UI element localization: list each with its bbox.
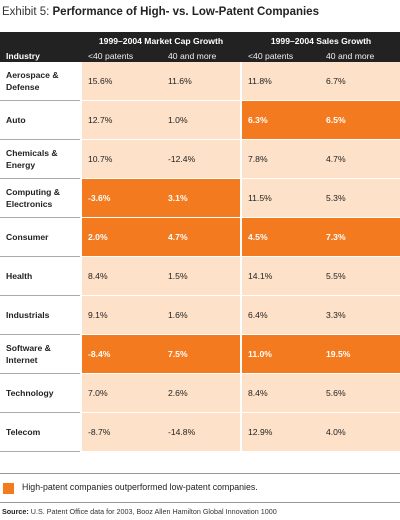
value-cell: -14.8%	[162, 412, 241, 452]
header-industry: Industry	[0, 49, 80, 62]
industry-cell: Health	[0, 256, 80, 296]
value-cell: 1.6%	[162, 295, 241, 335]
value-cell: 6.4%	[242, 295, 321, 335]
table-row: Auto 12.7% 1.0% 6.3% 6.5%	[0, 100, 400, 140]
value-cell: 7.8%	[242, 139, 321, 179]
value-cell: 11.0%	[242, 334, 321, 374]
value-cell: -8.4%	[82, 334, 162, 374]
value-cell: 5.5%	[320, 256, 400, 296]
value-cell: 6.5%	[320, 100, 400, 140]
value-cell: -12.4%	[162, 139, 241, 179]
industry-cell: Aerospace & Defense	[0, 62, 80, 101]
value-cell: 19.5%	[320, 334, 400, 374]
value-cell: 4.7%	[320, 139, 400, 179]
subheader-mc-high: 40 and more	[162, 49, 241, 62]
industry-cell: Computing & Electronics	[0, 178, 80, 218]
legend-swatch	[3, 483, 14, 494]
value-cell: 4.7%	[162, 217, 241, 257]
value-cell: 2.0%	[82, 217, 162, 257]
header-market-cap-growth: 1999–2004 Market Cap Growth	[82, 32, 241, 49]
value-cell: 1.0%	[162, 100, 241, 140]
table-row: Technology 7.0% 2.6% 8.4% 5.6%	[0, 373, 400, 413]
value-cell: 11.6%	[162, 62, 241, 101]
value-cell: 15.6%	[82, 62, 162, 101]
legend-text: High-patent companies outperformed low-p…	[22, 482, 258, 492]
exhibit-label: Exhibit 5:	[2, 6, 50, 18]
value-cell: 3.1%	[162, 178, 241, 218]
value-cell: 5.6%	[320, 373, 400, 413]
industry-cell: Consumer	[0, 217, 80, 257]
performance-table: 1999–2004 Market Cap Growth 1999–2004 Sa…	[0, 32, 400, 452]
subheader-sales-low: <40 patents	[242, 49, 321, 62]
header-blank	[0, 32, 80, 49]
value-cell: 12.7%	[82, 100, 162, 140]
value-cell: 12.9%	[242, 412, 321, 452]
exhibit-title: Exhibit 5: Performance of High- vs. Low-…	[2, 6, 319, 18]
table-row: Industrials 9.1% 1.6% 6.4% 3.3%	[0, 295, 400, 335]
industry-cell: Auto	[0, 100, 80, 140]
value-cell: -3.6%	[82, 178, 162, 218]
value-cell: 8.4%	[242, 373, 321, 413]
value-cell: -8.7%	[82, 412, 162, 452]
value-cell: 1.5%	[162, 256, 241, 296]
value-cell: 6.7%	[320, 62, 400, 101]
value-cell: 6.3%	[242, 100, 321, 140]
value-cell: 7.5%	[162, 334, 241, 374]
industry-cell: Technology	[0, 373, 80, 413]
value-cell: 11.8%	[242, 62, 321, 101]
industry-cell: Chemicals & Energy	[0, 139, 80, 179]
value-cell: 14.1%	[242, 256, 321, 296]
industry-cell: Telecom	[0, 412, 80, 452]
value-cell: 2.6%	[162, 373, 241, 413]
table-row: Consumer 2.0% 4.7% 4.5% 7.3%	[0, 217, 400, 257]
source-note: Source: U.S. Patent Office data for 2003…	[2, 507, 277, 516]
table-row: Software & Internet -8.4% 7.5% 11.0% 19.5%	[0, 334, 400, 374]
value-cell: 11.5%	[242, 178, 321, 218]
value-cell: 9.1%	[82, 295, 162, 335]
table-row: Chemicals & Energy 10.7% -12.4% 7.8% 4.7%	[0, 139, 400, 179]
value-cell: 10.7%	[82, 139, 162, 179]
exhibit-heading: Performance of High- vs. Low-Patent Comp…	[52, 6, 319, 18]
industry-cell: Software & Internet	[0, 334, 80, 374]
header-sales-growth: 1999–2004 Sales Growth	[242, 32, 400, 49]
subheader-sales-high: 40 and more	[320, 49, 400, 62]
table-row: Telecom -8.7% -14.8% 12.9% 4.0%	[0, 412, 400, 452]
legend: High-patent companies outperformed low-p…	[0, 473, 400, 503]
table-row: Health 8.4% 1.5% 14.1% 5.5%	[0, 256, 400, 296]
value-cell: 7.3%	[320, 217, 400, 257]
table-row: Computing & Electronics -3.6% 3.1% 11.5% 5.3…	[0, 178, 400, 218]
table-row: Aerospace & Defense 15.6% 11.6% 11.8% 6.7%	[0, 62, 400, 101]
value-cell: 4.0%	[320, 412, 400, 452]
source-label: Source:	[2, 507, 29, 516]
value-cell: 8.4%	[82, 256, 162, 296]
source-text: U.S. Patent Office data for 2003, Booz A…	[30, 507, 277, 516]
subheader-mc-low: <40 patents	[82, 49, 162, 62]
value-cell: 7.0%	[82, 373, 162, 413]
value-cell: 3.3%	[320, 295, 400, 335]
industry-cell: Industrials	[0, 295, 80, 335]
value-cell: 5.3%	[320, 178, 400, 218]
value-cell: 4.5%	[242, 217, 321, 257]
